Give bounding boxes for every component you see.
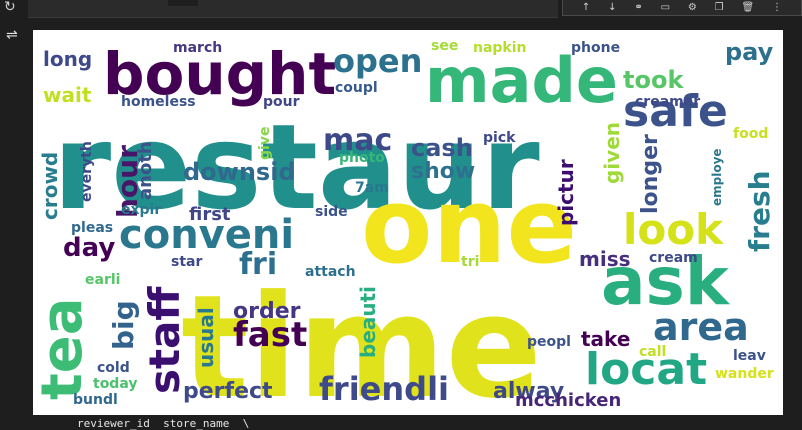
delete-icon[interactable]: 🗑 [741,1,755,13]
word-mcchicken: mcchicken [515,390,621,411]
word-earli: earli [85,272,120,288]
word-cold: cold [97,360,130,376]
word-wander: wander [715,366,774,382]
word-usual: usual [194,307,218,368]
word-area: area [653,305,749,349]
word-expir: expir [121,202,161,218]
word-day: day [63,233,115,263]
word-look: look [623,205,724,254]
top-bar: ↑ ↓ ⚭ ▭ ⚙ ❐ 🗑 ⋮ [0,0,802,22]
word-crowd: crowd [38,152,62,220]
word-cash: cash [411,134,473,162]
word-pleas: pleas [71,220,113,236]
word-perfect: perfect [183,379,273,404]
word-downsid: downsid [183,158,296,186]
cell-header-strip [28,0,558,18]
word-bundl: bundl [73,392,118,408]
word-open: open [333,42,422,80]
word-restaur: restaur [53,98,540,236]
word-pay: pay [725,38,774,66]
word-fresh: fresh [743,170,776,252]
settings-icon[interactable]: ⚙ [687,1,697,13]
word-order: order [233,299,301,324]
word-hour: hour [111,145,144,218]
word-alway: alway [493,379,564,404]
word-wait: wait [43,83,92,107]
word-long: long [43,47,92,71]
word-pour: pour [263,94,300,110]
output-menu-icon[interactable]: ⇌ [6,27,18,43]
word-side: side [315,204,348,220]
word-peopl: peopl [527,334,571,350]
word-made: made [425,44,618,117]
arrow-up-icon[interactable]: ↑ [581,1,591,13]
word-fri: fri [239,247,277,282]
dataframe-header-output: reviewer_id store_name \ [77,417,250,430]
word-locat: locat [585,344,707,395]
word-star: star [171,254,202,270]
word-safe: safe [623,86,728,137]
word-first: first [189,204,231,225]
word-today: today [93,376,137,392]
word-tea: tea [33,297,95,400]
word-big: big [107,300,140,350]
link-icon[interactable]: ⚭ [634,1,643,13]
word-bought: bought [103,40,336,108]
word-miss: miss [579,247,631,271]
word-7am: 7am [355,180,389,196]
comment-icon[interactable]: ▭ [660,1,671,13]
word-beauti: beauti [356,286,380,358]
word-anoth: anoth [135,141,156,200]
word-pick: pick [483,130,516,146]
word-phone: phone [571,40,620,56]
word-attach: attach [305,264,356,280]
word-march: march [173,40,222,56]
word-homeless: homeless [121,94,196,110]
word-give: give [257,127,273,160]
wordcloud-output: restaur time one bought made ask tea locat safe c… [33,30,783,415]
word-employe: employe [710,148,724,206]
word-took: took [623,66,684,94]
word-show: show [411,159,475,184]
word-call: call [639,344,666,360]
word-pictur: pictur [554,159,578,226]
word-creamer: creamer [635,94,700,110]
cell-toolbar: ↑ ↓ ⚭ ▭ ⚙ ❐ 🗑 ⋮ [562,0,802,16]
word-take: take [581,327,630,351]
word-one: one [361,165,577,287]
word-food: food [733,126,768,142]
word-see: see [431,38,458,54]
arrow-down-icon[interactable]: ↓ [608,1,617,13]
word-cream: cream [649,250,698,266]
word-coupl: coupl [335,80,378,96]
word-friendli: friendli [319,370,449,408]
word-photo: photo [339,150,385,166]
word-given: given [600,122,624,184]
word-napkin: napkin [473,40,527,56]
word-time: time [181,265,542,415]
word-leav: leav [733,348,766,364]
run-cell-icon[interactable]: ↻ [4,0,16,15]
word-everyth: everyth [79,141,95,202]
cell-gutter [0,22,28,430]
word-longer: longer [638,134,663,214]
word-ask: ask [601,243,731,320]
word-fast: fast [233,315,307,355]
word-tri: tri [461,254,479,270]
word-staff: staff [140,286,189,394]
copy-icon[interactable]: ❐ [714,1,724,13]
word-mac: mac [323,123,392,158]
more-icon[interactable]: ⋮ [771,1,782,13]
word-conveni: conveni [119,212,294,258]
